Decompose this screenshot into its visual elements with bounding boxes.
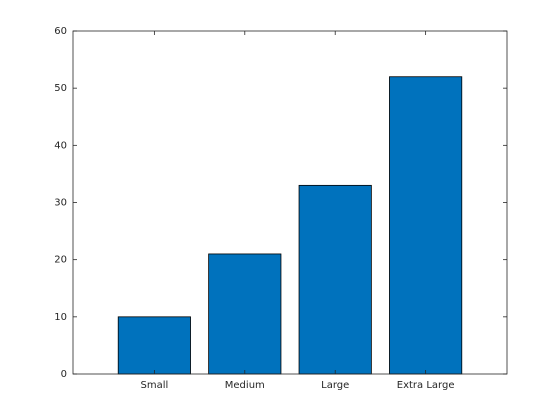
y-tick-label: 60	[54, 26, 67, 37]
x-tick-label: Extra Large	[397, 380, 455, 391]
y-tick-label: 20	[54, 255, 67, 266]
bar	[298, 184, 372, 375]
y-tick-label: 10	[54, 312, 67, 323]
x-tick-label: Large	[321, 380, 349, 391]
x-tick-label: Medium	[225, 380, 265, 391]
bar	[208, 253, 282, 375]
y-tick-label: 40	[54, 140, 67, 151]
y-tick-label: 30	[54, 198, 67, 209]
x-tick-label: Small	[140, 380, 168, 391]
y-tick-label: 50	[54, 83, 67, 94]
bar	[389, 76, 463, 375]
y-tick-label: 0	[61, 369, 67, 380]
bar	[117, 316, 191, 375]
